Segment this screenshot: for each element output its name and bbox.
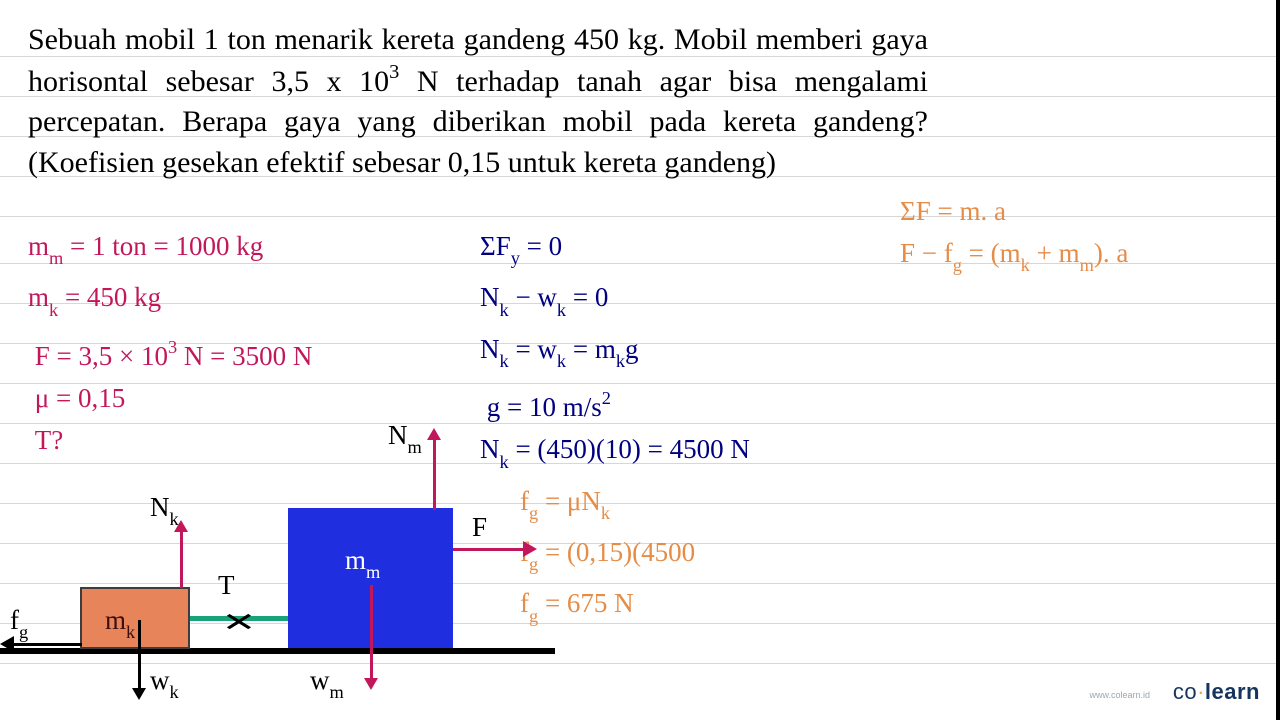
arrow-Nk [180,530,183,588]
given-values: mm = 1 ton = 1000 kg mk = 450 kg F = 3,5… [28,225,312,461]
brand-logo: co·learn [1173,679,1260,705]
arrowhead-F [523,541,537,557]
given-mk: mk = 450 kg [28,276,312,327]
eq-sumF: ΣF = m. a [900,190,1128,232]
eq-F-fg: F − fg = (mk + mm). a [900,232,1128,283]
arrow-Nm [433,440,436,510]
label-mm: mm [345,545,380,580]
eq-sumFy: ΣFy = 0 [480,225,750,276]
eq-Nk-wk: Nk − wk = 0 [480,276,750,327]
label-fg: fg [10,605,28,640]
arrow-fg [14,643,82,646]
label-wm: wm [310,665,344,700]
eq-g: g = 10 m/s2 [480,379,750,428]
label-T: T [218,570,235,601]
arrowhead-wk [132,688,146,700]
label-wk: wk [150,665,179,700]
eq-Nk-mkg: Nk = wk = mkg [480,328,750,379]
label-Nm: Nm [388,420,422,455]
coupling-x-icon: ✕ [221,608,256,638]
footer-url: www.colearn.id [1089,690,1150,700]
arrowhead-Nm [427,428,441,440]
label-Nk: Nk [150,492,179,527]
problem-text: Sebuah mobil 1 ton menarik kereta ganden… [28,20,928,183]
given-mu: μ = 0,15 [28,377,312,419]
given-mm: mm = 1 ton = 1000 kg [28,225,312,276]
label-F: F [472,512,487,543]
given-F: F = 3,5 × 103 N = 3500 N [28,328,312,377]
working-horizontal: ΣF = m. a F − fg = (mk + mm). a [900,190,1128,283]
arrow-wm [370,585,373,680]
arrow-wk [138,620,141,690]
arrow-F [453,548,525,551]
free-body-diagram: ✕ Nk Nm T F fg wk wm mk mm [0,450,560,710]
arrowhead-wm [364,678,378,690]
label-mk: mk [105,605,135,640]
